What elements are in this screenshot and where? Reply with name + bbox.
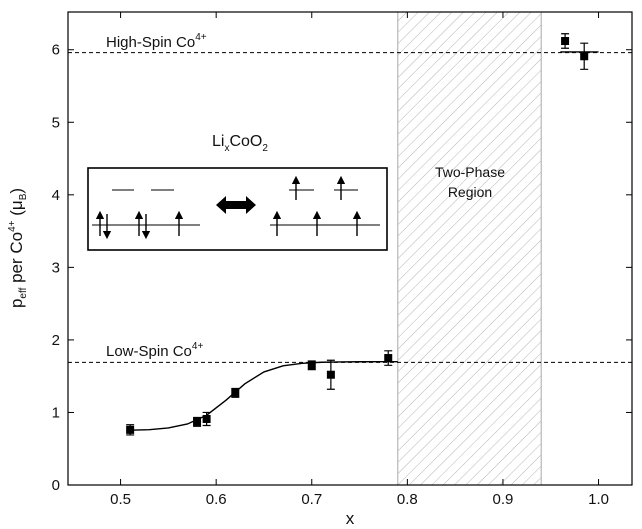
y-tick-label: 4 <box>52 187 60 204</box>
data-point <box>326 370 335 379</box>
annotation: Low-Spin Co4+ <box>106 341 203 360</box>
y-tick-label: 2 <box>52 332 60 349</box>
inset-label-part: 2 <box>262 143 268 154</box>
y-axis-label-part: p <box>7 299 26 308</box>
inset <box>87 167 388 251</box>
data-point <box>561 37 570 46</box>
annotation: High-Spin Co4+ <box>106 32 207 51</box>
data-point <box>384 354 393 363</box>
orbital-levels <box>92 189 380 226</box>
x-tick-label: 0.7 <box>301 491 322 508</box>
double-arrow <box>216 196 256 214</box>
x-tick-label: 0.8 <box>397 491 418 508</box>
y-tick-label: 0 <box>52 477 60 494</box>
y-tick-label: 1 <box>52 404 60 421</box>
y-axis-label-part: B <box>18 193 29 200</box>
y-axis-label-part: ) <box>7 188 26 194</box>
y-tick-label: 5 <box>52 114 60 131</box>
data-point <box>231 388 240 397</box>
y-axis-label-part: eff <box>18 287 29 298</box>
inset-box <box>87 167 388 251</box>
fit-curve <box>130 51 599 431</box>
y-tick-label: 6 <box>52 42 60 59</box>
plot-frame <box>67 11 633 486</box>
inset-label-part: x <box>224 143 229 154</box>
region-label: Region <box>448 184 492 200</box>
annotation-part: High-Spin Co <box>106 34 195 51</box>
annotation-part: 4+ <box>192 341 204 352</box>
y-axis-label-part: (μ <box>7 200 26 220</box>
region-label: Two-Phase <box>435 164 505 180</box>
x-tick-label: 0.5 <box>110 491 131 508</box>
y-axis-label: peff per Co4+ (μB) <box>7 188 29 308</box>
inset-label: LixCoO2 <box>212 133 268 154</box>
x-tick-label: 0.6 <box>206 491 227 508</box>
two-phase-region <box>397 11 542 486</box>
y-axis-label-part: per Co <box>7 232 26 288</box>
data-point <box>580 52 589 61</box>
spin-arrows <box>95 175 362 240</box>
x-tick-label: 0.9 <box>493 491 514 508</box>
data-point <box>307 361 316 370</box>
annotation-part: 4+ <box>195 32 207 43</box>
y-axis-label-part: 4+ <box>7 220 18 232</box>
data-point <box>202 414 211 423</box>
x-tick-label: 1.0 <box>588 491 609 508</box>
inset-label-part: CoO <box>229 133 262 150</box>
y-tick-label: 3 <box>52 259 60 276</box>
data-point <box>126 425 135 434</box>
x-axis-label: x <box>346 509 355 528</box>
inset-label-part: Li <box>212 133 224 150</box>
annotation-part: Low-Spin Co <box>106 343 192 360</box>
data-point <box>193 417 202 426</box>
